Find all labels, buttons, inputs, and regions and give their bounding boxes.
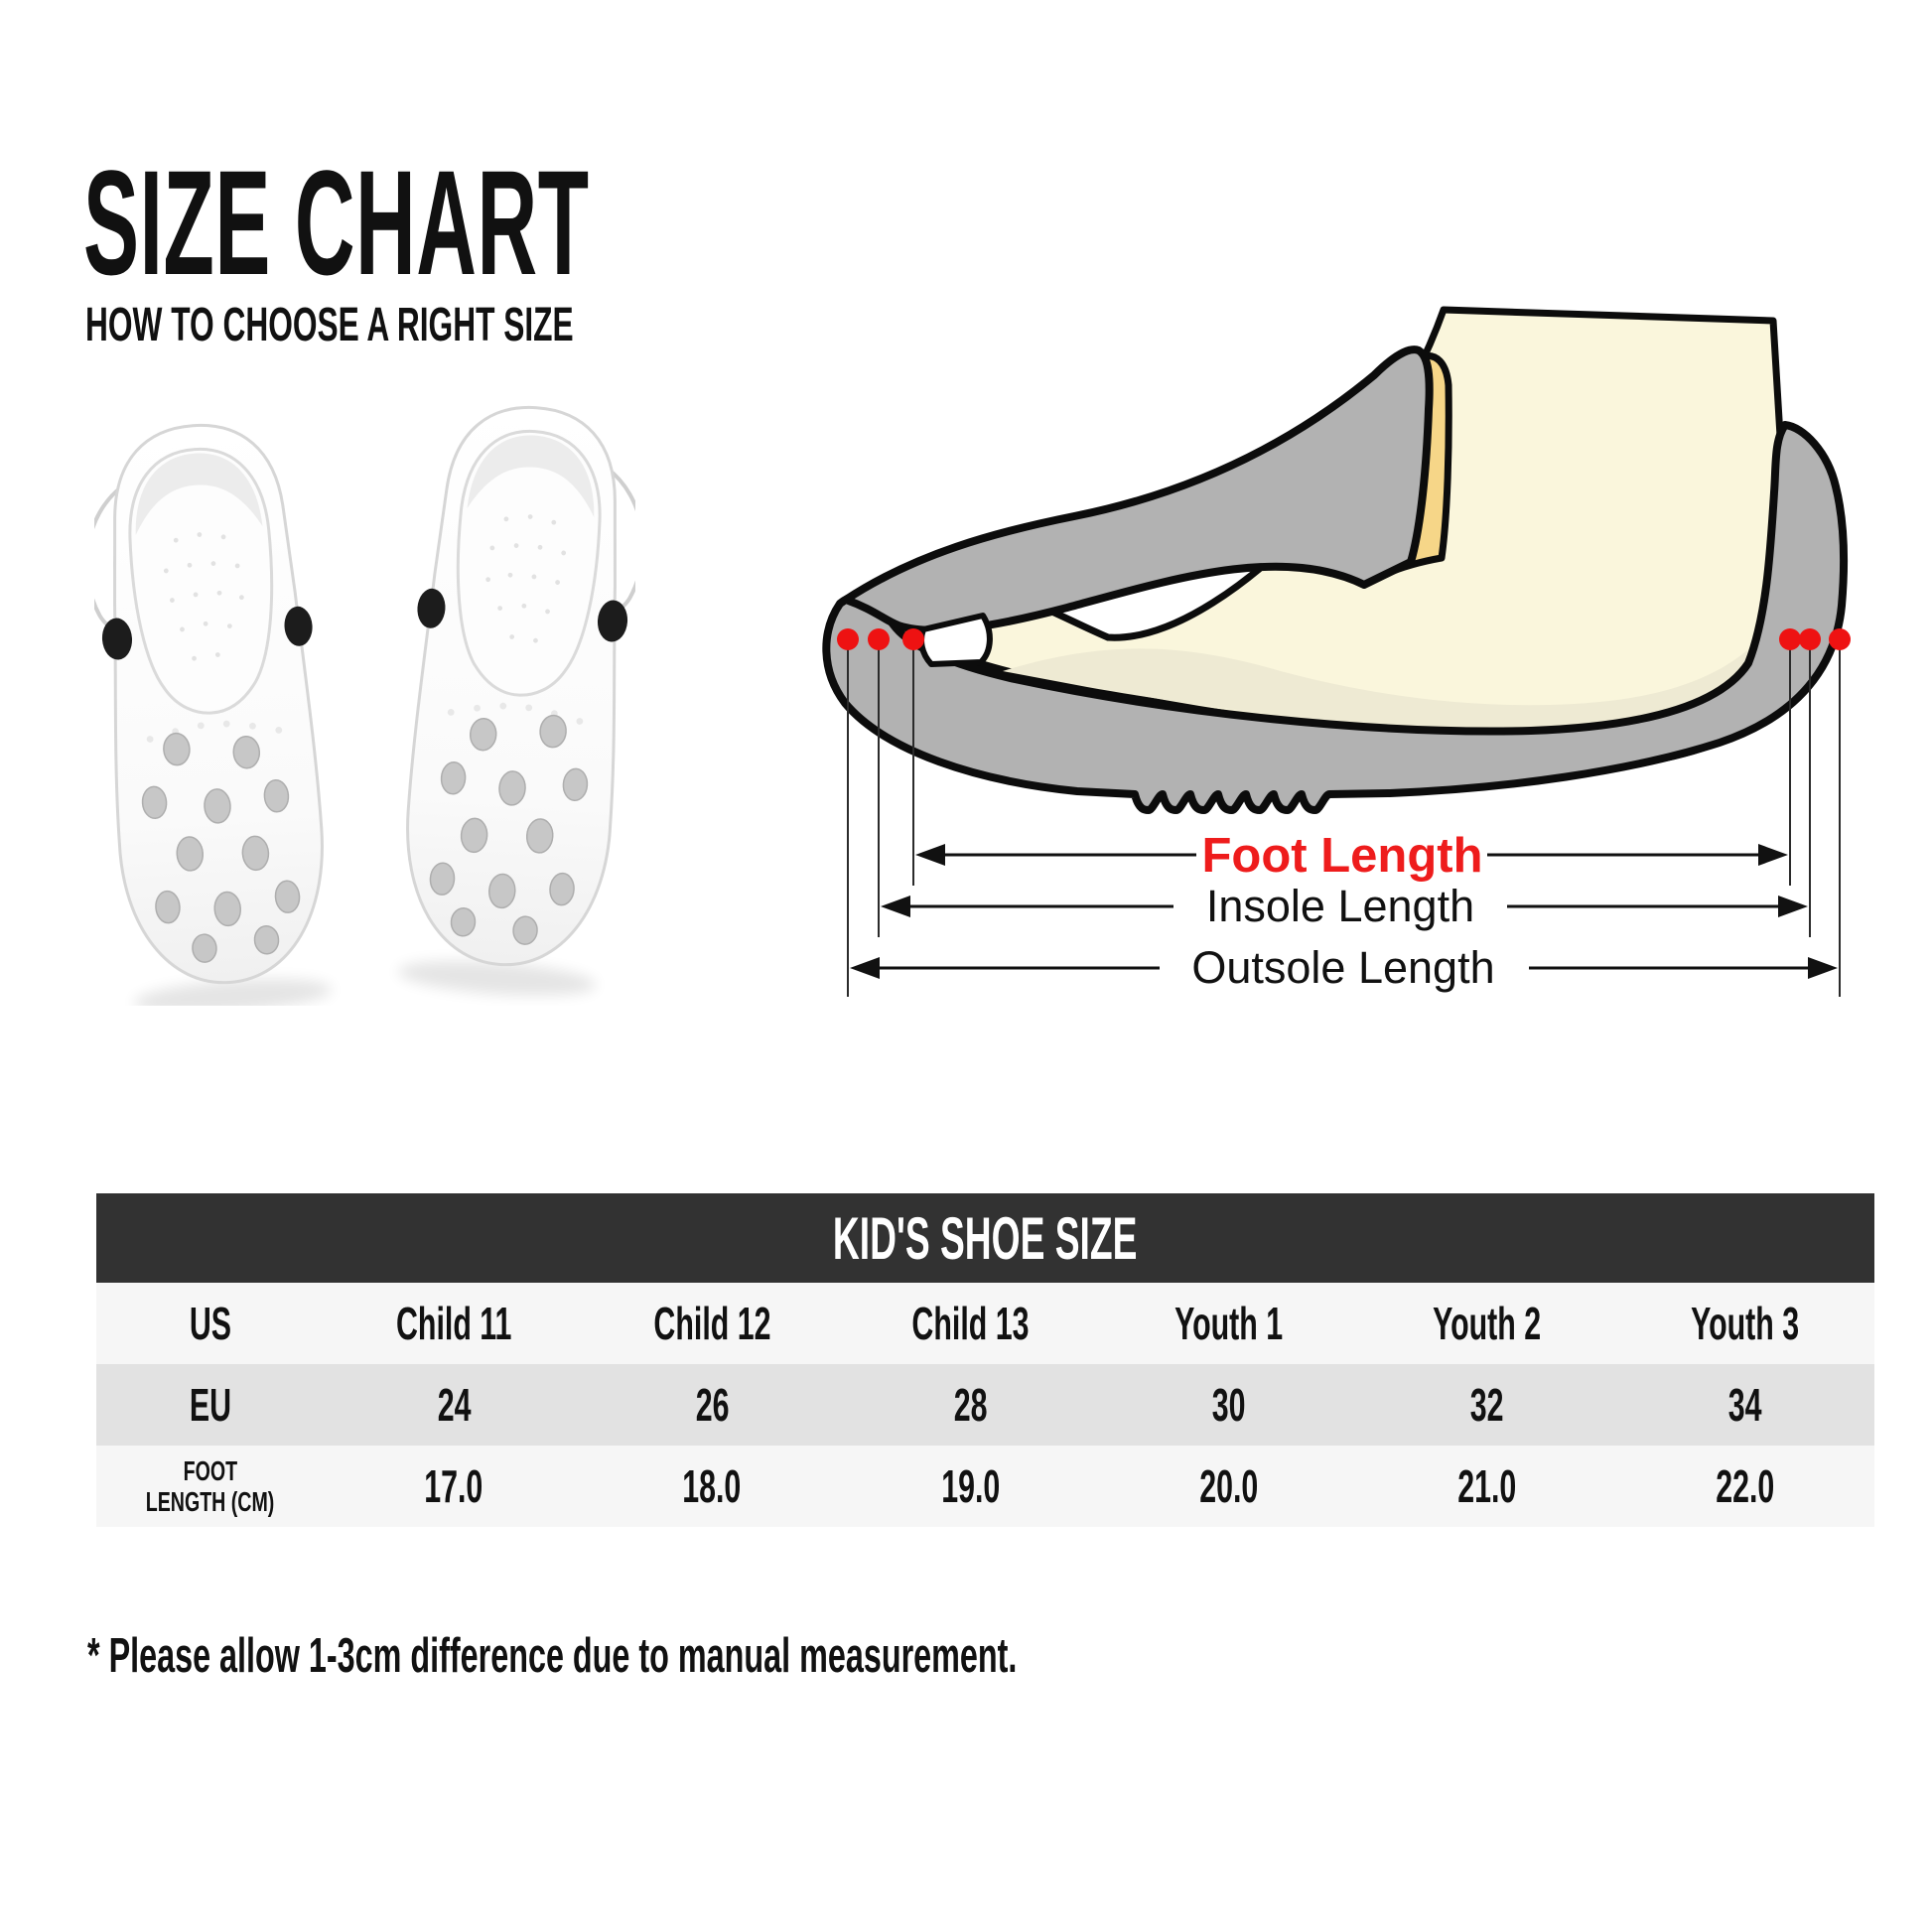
page-subtitle: HOW TO CHOOSE A RIGHT SIZE	[85, 301, 825, 350]
clog-left	[94, 418, 339, 1006]
row-label-foot-length: FOOT LENGTH (CM)	[146, 1455, 275, 1517]
vamp-tongue-shape	[842, 345, 1434, 634]
foot-measurement-diagram: Foot Length Insole Length Outsole Length	[822, 306, 1851, 997]
row-label-us: US	[189, 1298, 232, 1349]
table-cell: 20.0	[1199, 1460, 1259, 1512]
measurement-points	[837, 628, 1851, 650]
measurement-point-toe-foot	[902, 628, 924, 650]
table-row-us: US Child 11 Child 12 Child 13 Youth 1 Yo…	[96, 1283, 1874, 1364]
page-title-text: SIZE CHART	[83, 139, 590, 306]
table-cell: 26	[695, 1379, 730, 1431]
table-row-foot-length: FOOT LENGTH (CM) 17.0 18.0 19.0 20.0 21.…	[96, 1446, 1874, 1527]
page-title: SIZE CHART	[83, 147, 987, 298]
measurement-point-heel-outsole	[1829, 628, 1851, 650]
table-title-bar: KID'S SHOE SIZE	[96, 1193, 1874, 1283]
table-cell: Child 13	[911, 1298, 1030, 1349]
table-cell: 32	[1469, 1379, 1504, 1431]
table-cell: Child 11	[395, 1298, 512, 1349]
table-cell: Youth 3	[1691, 1298, 1800, 1349]
insole-length-dimension: Insole Length	[881, 881, 1808, 931]
measurement-point-toe-outsole	[837, 628, 859, 650]
measurement-guides	[847, 647, 1841, 997]
table-cell: Youth 2	[1433, 1298, 1542, 1349]
measurement-note: * Please allow 1-3cm difference due to m…	[87, 1628, 1496, 1684]
outsole-length-label: Outsole Length	[1191, 942, 1494, 993]
table-cell: 17.0	[424, 1460, 483, 1512]
measurement-point-heel-insole	[1799, 628, 1821, 650]
table-cell: 19.0	[940, 1460, 1000, 1512]
row-label-eu: EU	[189, 1379, 232, 1431]
page-subtitle-text: HOW TO CHOOSE A RIGHT SIZE	[85, 299, 574, 351]
table-cell: Youth 1	[1174, 1298, 1284, 1349]
table-cell: 18.0	[682, 1460, 742, 1512]
foot-length-dimension: Foot Length	[915, 829, 1788, 883]
table-title: KID'S SHOE SIZE	[833, 1204, 1138, 1272]
table-cell: 24	[437, 1379, 471, 1431]
measurement-point-heel-foot	[1779, 628, 1801, 650]
size-table: KID'S SHOE SIZE US Child 11 Child 12 Chi…	[96, 1193, 1874, 1527]
table-cell: 34	[1728, 1379, 1762, 1431]
measurement-point-toe-insole	[868, 628, 890, 650]
table-cell: 28	[953, 1379, 988, 1431]
foot-length-label: Foot Length	[1201, 829, 1482, 883]
outsole-shape	[822, 421, 1848, 814]
insole-length-label: Insole Length	[1206, 881, 1474, 931]
table-row-eu: EU 24 26 28 30 32 34	[96, 1364, 1874, 1446]
clog-right	[391, 400, 635, 1002]
outsole-length-dimension: Outsole Length	[850, 942, 1838, 993]
table-cell: Child 12	[653, 1298, 771, 1349]
clogs-product-image	[94, 385, 635, 1006]
table-cell: 22.0	[1716, 1460, 1775, 1512]
table-cell: 21.0	[1457, 1460, 1517, 1512]
foot-shading	[1003, 648, 1747, 733]
measurement-note-text: * Please allow 1-3cm difference due to m…	[87, 1629, 1018, 1683]
table-cell: 30	[1211, 1379, 1246, 1431]
